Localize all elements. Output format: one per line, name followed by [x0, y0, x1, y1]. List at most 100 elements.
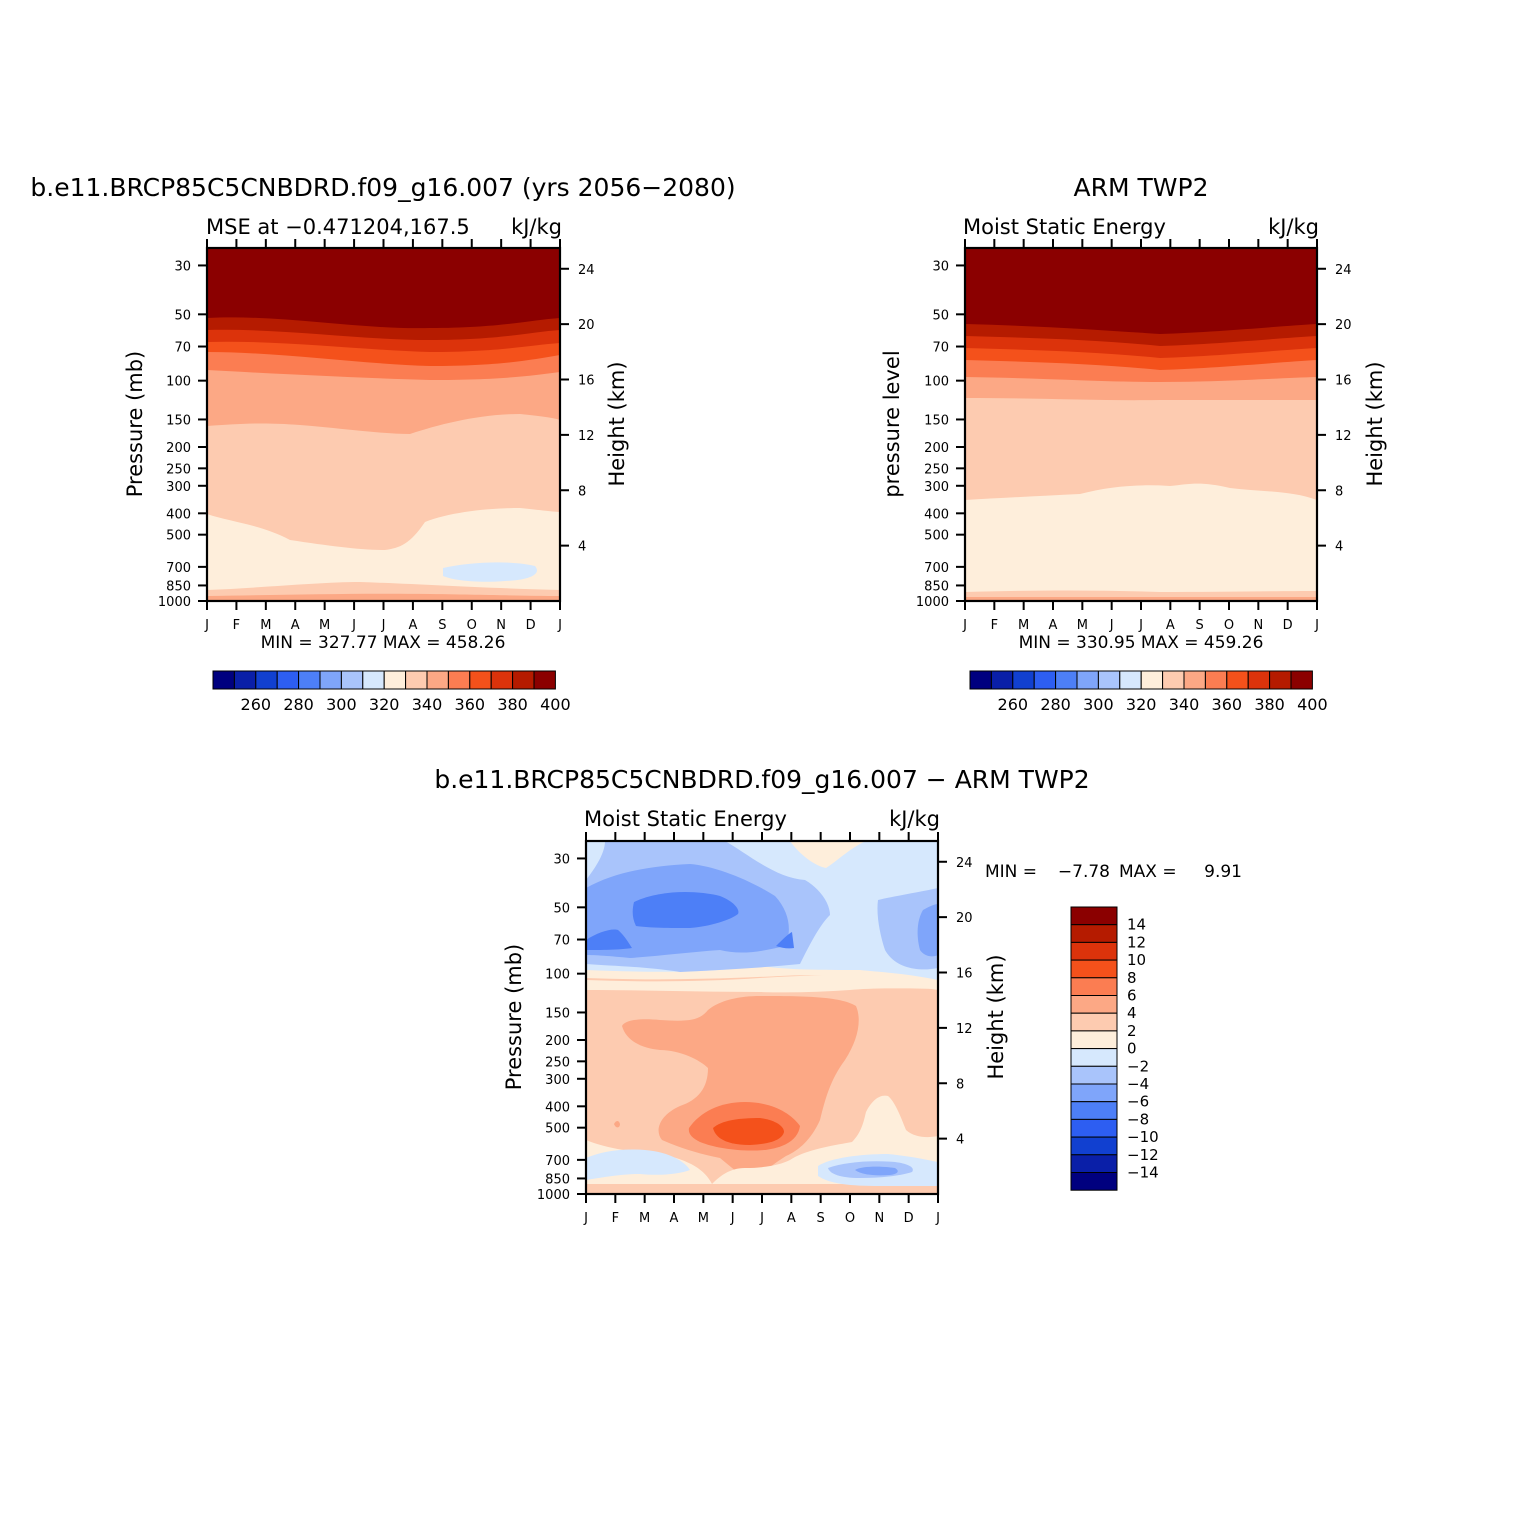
colorbar-box	[1140, 670, 1164, 690]
colorbar-label: 10	[1127, 951, 1146, 969]
panel-obs-ylabel: pressure level	[880, 350, 904, 497]
panel-model-field	[207, 248, 560, 601]
colorbar-label: −12	[1127, 1146, 1159, 1164]
y-tick-label: 250	[924, 462, 949, 477]
panel-obs-stats: MIN = 330.95 MAX = 459.26	[1019, 633, 1264, 653]
y-right-tick-label: 20	[1335, 318, 1352, 333]
panel-diff-ylabel: Pressure (mb)	[502, 944, 526, 1091]
x-tick-label: J	[759, 1211, 764, 1226]
colorbar-box	[383, 670, 407, 690]
y-tick-label: 30	[553, 852, 570, 867]
colorbar-box	[1070, 1136, 1118, 1156]
colorbar-label: 380	[497, 695, 528, 714]
x-tick-label: M	[260, 618, 271, 633]
contour-band	[614, 1121, 620, 1128]
colorbar-box	[1076, 670, 1099, 690]
x-tick-label: N	[874, 1211, 884, 1226]
x-tick-label: J	[204, 618, 209, 633]
colorbar-box	[276, 670, 300, 690]
x-tick-label: F	[612, 1211, 619, 1226]
panel-diff: b.e11.BRCP85C5CNBDRD.f09_g16.007 − ARM T…	[434, 765, 1242, 1226]
colorbar-label: 2	[1127, 1022, 1137, 1040]
colorbar-box	[255, 670, 278, 690]
colorbar-box	[1070, 977, 1118, 996]
panel-diff-right-subtitle: kJ/kg	[889, 807, 940, 831]
x-tick-label: O	[1224, 618, 1234, 633]
contour-band	[586, 1149, 690, 1180]
panel-diff-stats-max: 9.91	[1204, 862, 1242, 882]
y-tick-label: 250	[166, 462, 191, 477]
y-tick-label: 500	[545, 1122, 570, 1137]
y-right-tick-label: 20	[578, 318, 595, 333]
colorbar-label: 12	[1127, 933, 1146, 951]
colorbar-box	[512, 670, 535, 690]
colorbar-box	[362, 670, 385, 690]
y-tick-label: 30	[174, 259, 191, 274]
x-tick-label: D	[1283, 618, 1293, 633]
colorbar-label: 8	[1127, 969, 1137, 987]
y-tick-label: 200	[166, 441, 191, 456]
colorbar-label: 360	[455, 695, 486, 714]
x-tick-label: M	[698, 1211, 709, 1226]
y-tick-label: 850	[924, 579, 949, 594]
x-tick-label: M	[319, 618, 330, 633]
contour-band	[622, 996, 859, 1184]
panel-obs-colorbar: 260 280 300 320 340 360 380 400	[969, 670, 1328, 714]
colorbar-label: −2	[1127, 1057, 1149, 1075]
x-tick-label: O	[845, 1211, 855, 1226]
colorbar-box	[1070, 906, 1118, 926]
panel-diff-title: b.e11.BRCP85C5CNBDRD.f09_g16.007 − ARM T…	[434, 765, 1089, 794]
contour-band	[586, 1186, 938, 1194]
colorbar-box	[426, 670, 449, 690]
x-tick-label: J	[1109, 618, 1114, 633]
y-tick-label: 400	[924, 507, 949, 522]
y-tick-label: 50	[932, 308, 949, 323]
contour-band	[855, 1166, 898, 1176]
x-tick-label: J	[557, 618, 562, 633]
contour-band	[632, 892, 739, 928]
y-tick-label: 300	[924, 480, 949, 495]
colorbar-box	[1119, 670, 1142, 690]
colorbar-label: 380	[1254, 695, 1285, 714]
colorbar-label: 260	[998, 695, 1029, 714]
y-right-tick-label: 4	[956, 1133, 964, 1148]
colorbar-box	[1070, 1083, 1118, 1103]
y-tick-label: 70	[932, 341, 949, 356]
panel-model-left-subtitle: MSE at −0.471204,167.5	[206, 215, 470, 239]
panel-obs-right-subtitle: kJ/kg	[1268, 215, 1319, 239]
x-tick-label: J	[730, 1211, 735, 1226]
y-right-tick-label: 12	[956, 1022, 973, 1037]
x-tick-label: A	[670, 1211, 679, 1226]
panel-model-right-subtitle: kJ/kg	[511, 215, 562, 239]
y-right-tick-label: 24	[578, 263, 595, 278]
y-right-tick-label: 4	[578, 540, 586, 555]
colorbar-label: 14	[1127, 916, 1146, 934]
x-tick-label: A	[1166, 618, 1175, 633]
contour-band	[443, 562, 537, 582]
colorbar-box	[1070, 1118, 1118, 1138]
x-tick-label: M	[1018, 618, 1029, 633]
y-tick-label: 300	[166, 480, 191, 495]
contour-band	[586, 929, 632, 950]
y-right-tick-label: 4	[1335, 540, 1343, 555]
y-right-tick-label: 8	[956, 1077, 964, 1092]
panel-obs-title: ARM TWP2	[1074, 173, 1209, 202]
x-tick-label: S	[817, 1211, 825, 1226]
x-tick-label: F	[991, 618, 998, 633]
colorbar-box	[1162, 670, 1185, 690]
y-tick-label: 100	[924, 375, 949, 390]
colorbar-label: 280	[1040, 695, 1071, 714]
y-right-tick-label: 16	[578, 374, 595, 389]
y-tick-label: 1000	[537, 1188, 570, 1203]
y-tick-label: 200	[924, 441, 949, 456]
colorbar-label: −8	[1127, 1110, 1149, 1128]
colorbar-label: 320	[1126, 695, 1157, 714]
panel-diff-ylabel-right: Height (km)	[984, 954, 1008, 1079]
contour-band	[917, 904, 938, 957]
y-tick-label: 100	[166, 375, 191, 390]
colorbar-box	[1183, 670, 1206, 690]
panel-model-stats: MIN = 327.77 MAX = 458.26	[261, 633, 506, 653]
y-right-tick-label: 16	[956, 967, 973, 982]
